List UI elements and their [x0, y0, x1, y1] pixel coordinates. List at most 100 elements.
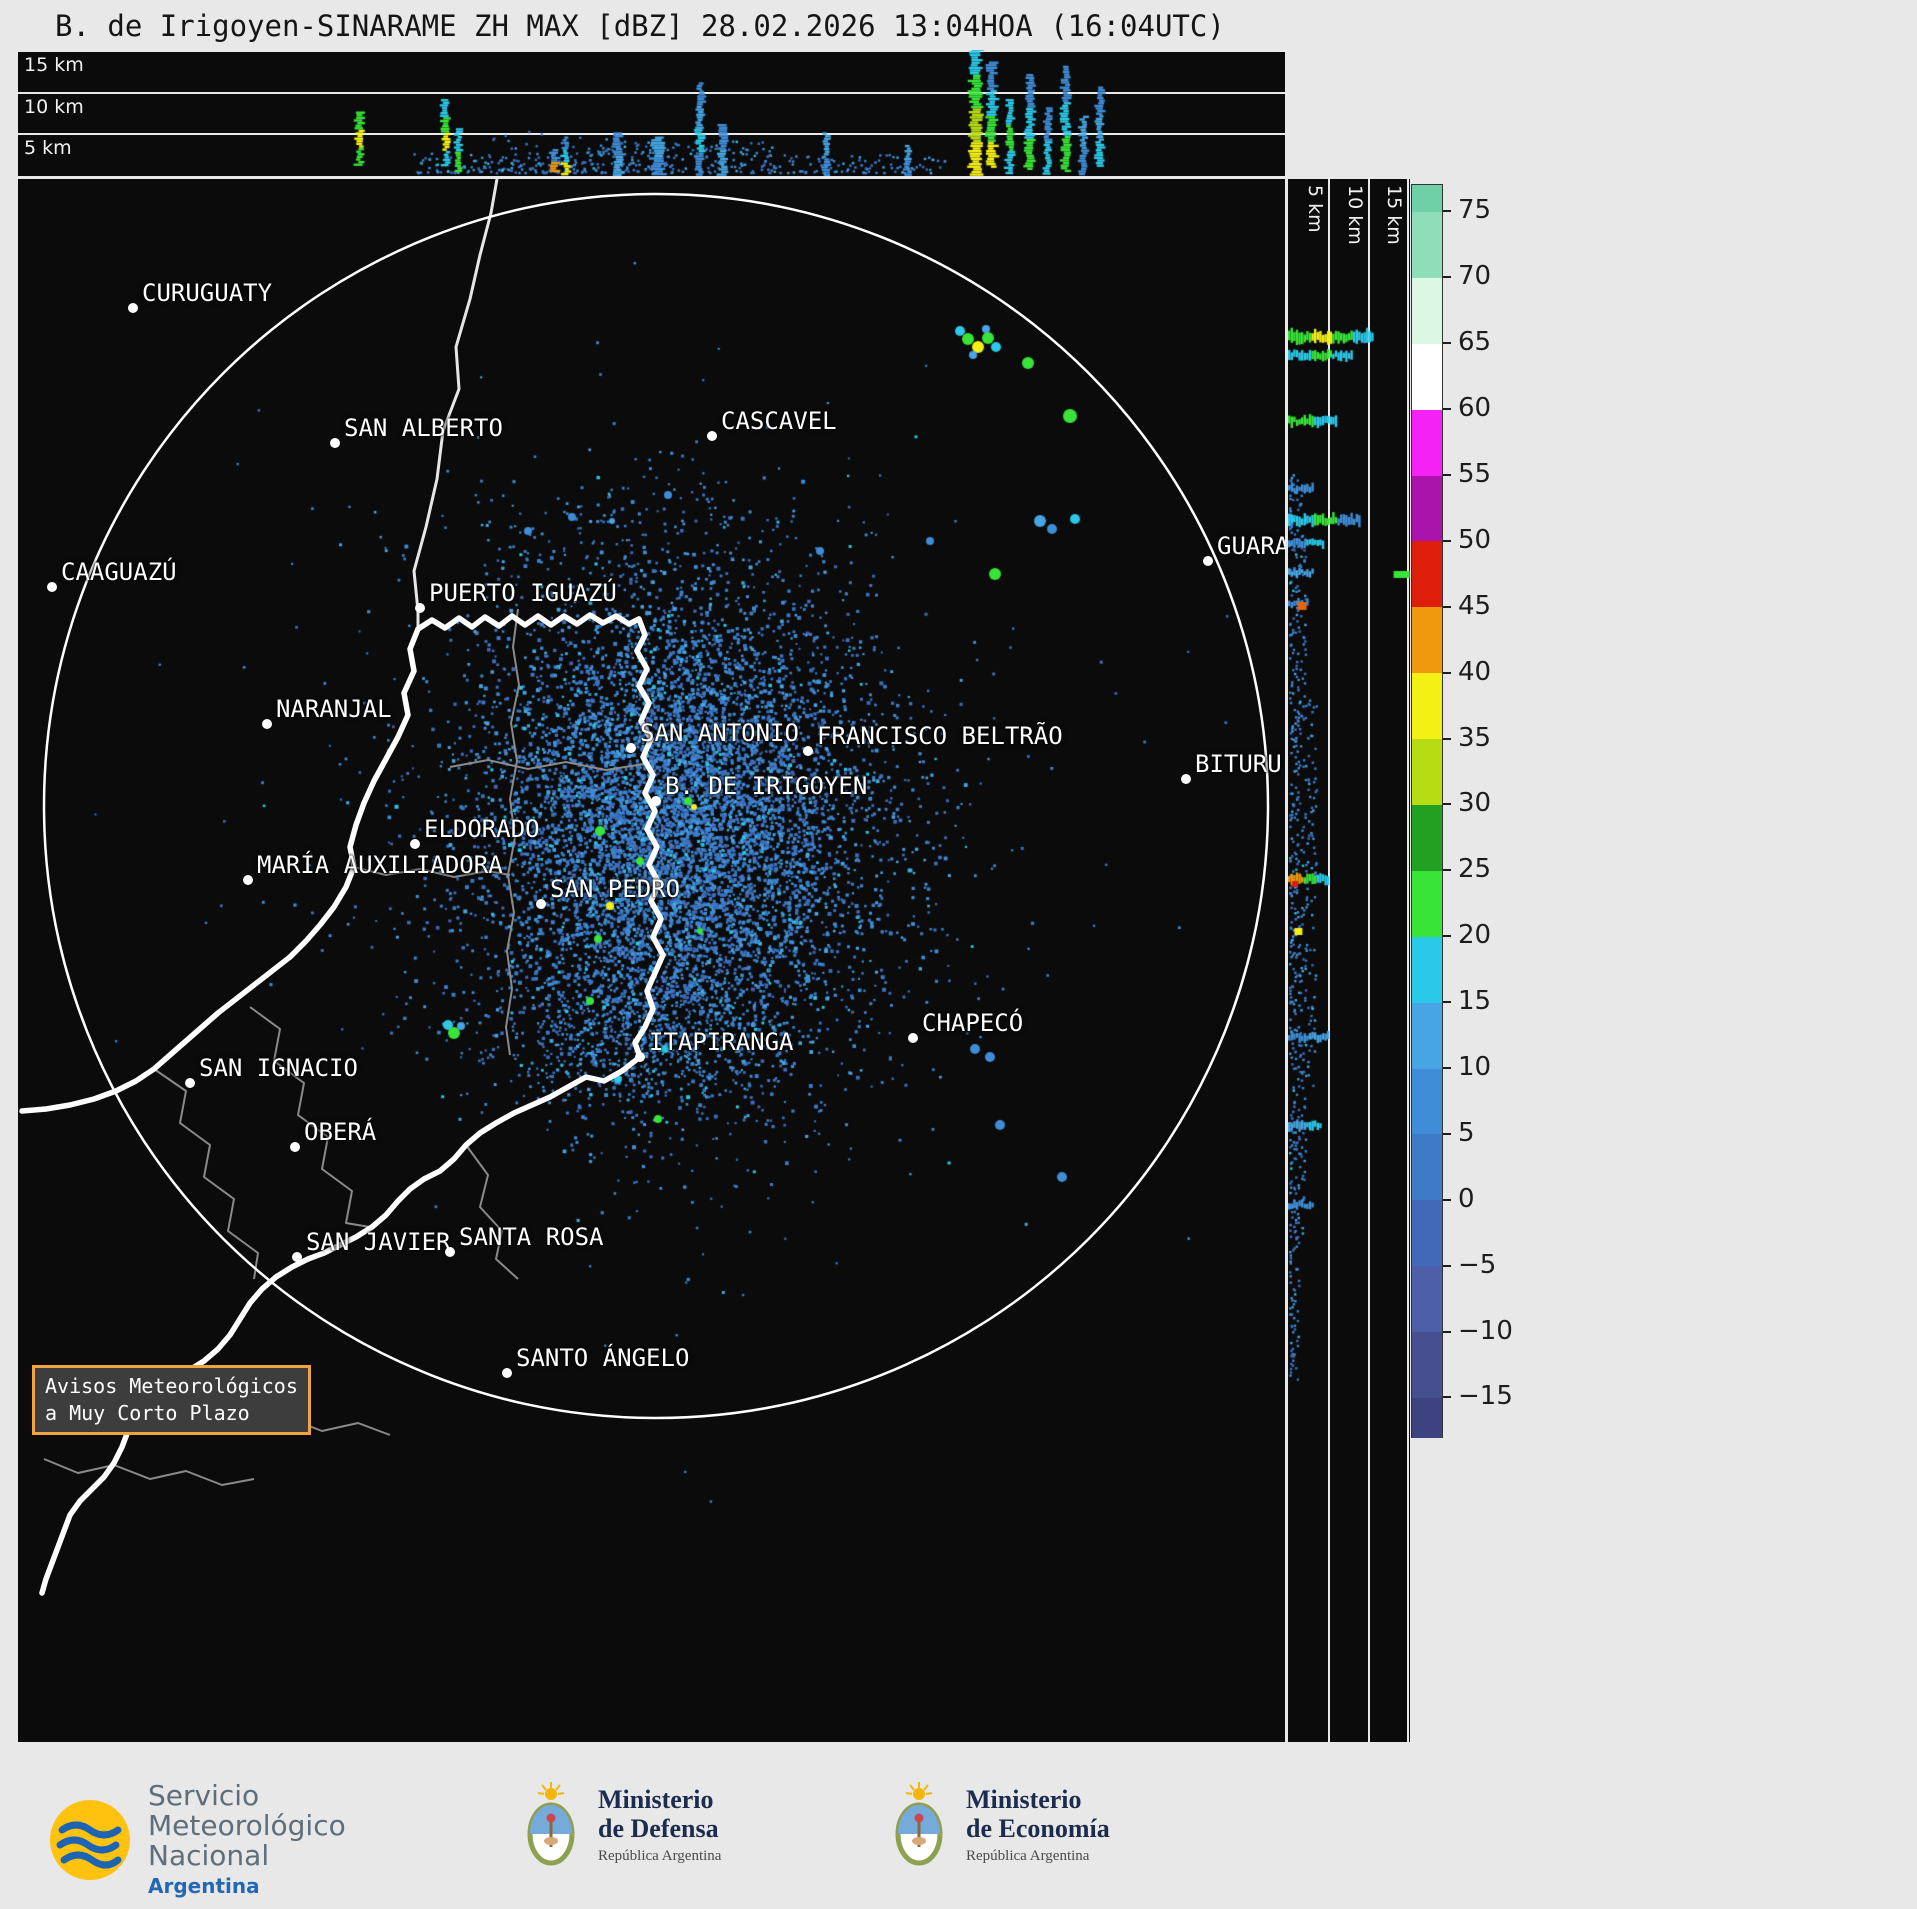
city-dot	[292, 1252, 302, 1262]
altitude-label-10km: 10 km	[24, 96, 84, 118]
ministry-name-line: de Defensa	[598, 1814, 719, 1843]
city-dot	[330, 438, 340, 448]
colorbar-tick-label: 50	[1458, 524, 1492, 555]
ministry-subtitle: República Argentina	[598, 1848, 722, 1864]
colorbar-tick-label: 0	[1458, 1183, 1475, 1214]
colorbar-tick	[1443, 605, 1451, 608]
admin-border-line	[465, 1144, 519, 1280]
colorbar-gradient	[1411, 184, 1443, 1438]
altitude-label-5km: 5 km	[24, 137, 72, 159]
radar-range-circle	[42, 192, 1270, 1420]
city-label: ELDORADO	[424, 815, 540, 843]
colorbar-tick	[1443, 737, 1451, 740]
altitude-label-15km: 15 km	[24, 54, 84, 76]
colorbar-band	[1412, 343, 1442, 410]
country-border-line	[19, 626, 421, 1114]
ministry-name-line: Ministerio	[966, 1785, 1082, 1814]
map-borders-svg	[19, 179, 1270, 1596]
river-border-line	[412, 179, 499, 629]
colorbar-band	[1412, 1067, 1442, 1135]
colorbar-band	[1412, 1133, 1442, 1201]
altitude-label-15km: 15 km	[1383, 185, 1405, 245]
city-label: SAN JAVIER	[306, 1228, 451, 1256]
admin-border-line	[249, 1006, 371, 1228]
ministry-text: Ministerio de Defensa República Argentin…	[598, 1785, 721, 1865]
colorbar-tick-label: 40	[1458, 656, 1492, 687]
colorbar-band	[1412, 804, 1442, 871]
city-label: SANTO ÁNGELO	[516, 1344, 690, 1372]
colorbar-tick-label: 70	[1458, 261, 1492, 292]
city-dot	[1181, 774, 1191, 784]
smn-logo-icon	[50, 1799, 130, 1880]
city-label: MARÍA AUXILIADORA	[257, 851, 503, 879]
colorbar-tick	[1443, 1132, 1451, 1135]
admin-border-line	[449, 759, 645, 771]
right-profile-canvas	[1288, 179, 1410, 1742]
colorbar-tick-label: 55	[1458, 459, 1492, 490]
city-dot	[626, 743, 636, 753]
city-label: CASCAVEL	[721, 407, 837, 435]
colorbar-tick-label: 65	[1458, 327, 1492, 358]
colorbar-band	[1412, 185, 1442, 212]
top-profile-canvas	[18, 50, 1285, 176]
country-border-line	[632, 616, 666, 1060]
admin-border-line	[153, 1068, 259, 1280]
city-label: SAN ALBERTO	[344, 414, 503, 442]
city-label: SAN PEDRO	[550, 875, 681, 903]
colorbar-tick	[1443, 1330, 1451, 1333]
colorbar-band	[1412, 474, 1442, 542]
reflectivity-colorbar: 75 70 65 60 55 50 45 40 35 30 25 20 15 10 5 0 −5 −10 −15	[1411, 184, 1532, 1445]
city-label: BITURU	[1195, 750, 1282, 778]
colorbar-tick-label: 10	[1458, 1052, 1492, 1083]
coat-of-arms-icon	[895, 1782, 943, 1866]
colorbar-tick-label: 5	[1458, 1117, 1475, 1148]
colorbar-tick	[1443, 210, 1451, 213]
city-dot	[502, 1368, 512, 1378]
city-label: CHAPECÓ	[922, 1009, 1024, 1037]
footer: Servicio Meteorológico Nacional Argentin…	[0, 1745, 1917, 1909]
admin-border-line	[505, 608, 520, 1056]
colorbar-tick	[1443, 1396, 1451, 1399]
colorbar-tick	[1443, 276, 1451, 279]
colorbar-band	[1412, 606, 1442, 674]
city-dot	[803, 746, 813, 756]
colorbar-tick-label: 25	[1458, 854, 1492, 885]
smn-logo-block: Servicio Meteorológico Nacional Argentin…	[48, 1781, 346, 1898]
ministry-text: Ministerio de Economía República Argenti…	[966, 1785, 1110, 1865]
colorbar-tick	[1443, 1198, 1451, 1201]
right-cross-section-panel: 5 km 10 km 15 km	[1288, 179, 1410, 1742]
colorbar-tick-label: 45	[1458, 590, 1492, 621]
colorbar-tick	[1443, 539, 1451, 542]
warning-box: Avisos Meteorológicos a Muy Corto Plazo	[32, 1365, 311, 1435]
colorbar-tick	[1443, 473, 1451, 476]
city-label: SAN ANTONIO	[640, 719, 799, 747]
colorbar-tick-label: 30	[1458, 788, 1492, 819]
city-label: GUARA	[1217, 532, 1285, 560]
colorbar-band	[1412, 277, 1442, 344]
ministry-economia-block: Ministerio de Economía República Argenti…	[888, 1781, 1110, 1869]
country-border-line	[39, 1054, 643, 1596]
city-dot	[908, 1033, 918, 1043]
smn-line: Nacional	[148, 1839, 270, 1872]
colorbar-band	[1412, 1397, 1442, 1438]
colorbar-tick-label: 35	[1458, 722, 1492, 753]
city-label: CURUGUATY	[142, 279, 273, 307]
city-dot	[707, 431, 717, 441]
smn-line: Meteorológico	[148, 1809, 346, 1842]
colorbar-tick-label: 75	[1458, 195, 1492, 226]
admin-border-line	[43, 1458, 255, 1486]
colorbar-tick-label: 20	[1458, 920, 1492, 951]
radar-echo-canvas	[18, 179, 1285, 1742]
ministry-name-line: Ministerio	[598, 1785, 714, 1814]
smn-country: Argentina	[148, 1874, 260, 1898]
colorbar-tick	[1443, 342, 1451, 345]
altitude-label-10km: 10 km	[1344, 185, 1366, 245]
colorbar-band	[1412, 540, 1442, 608]
smn-line: Servicio	[148, 1779, 260, 1812]
admin-border-line	[353, 866, 511, 878]
product-title: B. de Irigoyen-SINARAME ZH MAX [dBZ] 28.…	[55, 9, 1225, 43]
colorbar-tick	[1443, 1001, 1451, 1004]
colorbar-band	[1412, 1199, 1442, 1267]
ministry-name-line: de Economía	[966, 1814, 1110, 1843]
